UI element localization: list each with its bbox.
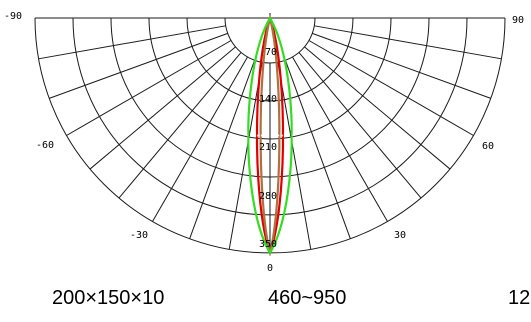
intensity-curve-3 bbox=[247, 15, 293, 256]
grid-spoke--60 bbox=[66, 40, 232, 136]
grid-spoke--30 bbox=[152, 56, 248, 222]
grid-spoke--20 bbox=[189, 60, 256, 239]
tick-labels: -90 90 -60 60 -30 30 0 70 140 210 280 35… bbox=[4, 11, 524, 274]
grid-spoke-60 bbox=[308, 40, 474, 136]
angle-label-0: 0 bbox=[267, 263, 273, 274]
grid-spoke--10 bbox=[228, 62, 263, 250]
grid-spoke-20 bbox=[284, 60, 351, 239]
grid-spoke--50 bbox=[89, 46, 236, 170]
caption-dimensions: 200×150×10 bbox=[52, 287, 165, 309]
angle-label-30: 30 bbox=[394, 230, 406, 241]
angle-label-minus60: -60 bbox=[36, 140, 54, 151]
grid-spoke-70 bbox=[312, 32, 491, 99]
caption-value: 12 bbox=[508, 287, 531, 309]
grid-spoke--70 bbox=[49, 32, 228, 99]
radial-label-210: 210 bbox=[259, 142, 277, 153]
radial-label-70: 70 bbox=[265, 47, 277, 58]
grid-spoke-80 bbox=[314, 25, 502, 60]
grid-spoke--80 bbox=[38, 25, 226, 60]
radial-label-140: 140 bbox=[259, 94, 277, 105]
grid-spoke-40 bbox=[298, 52, 422, 199]
angle-label-90: 90 bbox=[512, 15, 524, 26]
grid-spoke-10 bbox=[277, 62, 312, 250]
polar-intensity-chart: -90 90 -60 60 -30 30 0 70 140 210 280 35… bbox=[4, 11, 524, 274]
angle-label-minus30: -30 bbox=[130, 230, 148, 241]
caption-range: 460~950 bbox=[268, 287, 347, 309]
radial-label-350: 350 bbox=[259, 239, 277, 250]
angle-label-minus90: -90 bbox=[4, 11, 22, 22]
radial-label-280: 280 bbox=[259, 191, 277, 202]
angle-label-60: 60 bbox=[482, 141, 494, 152]
grid-spoke--40 bbox=[118, 52, 242, 199]
intensity-curves bbox=[247, 14, 293, 257]
grid-spoke-30 bbox=[292, 56, 388, 222]
grid-spoke-50 bbox=[304, 46, 451, 170]
